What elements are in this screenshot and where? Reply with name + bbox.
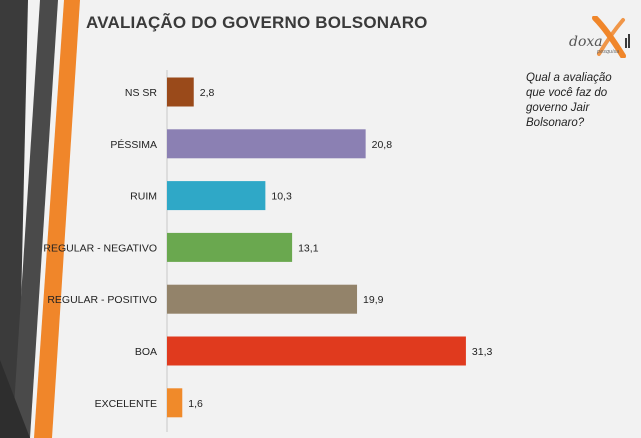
bar <box>167 388 183 418</box>
bar <box>167 129 366 159</box>
decorative-side-stripes <box>0 0 80 438</box>
doxa-logo: doxa pesquisa <box>565 16 633 58</box>
category-label: RUIM <box>130 191 157 203</box>
doxa-x-logo-icon <box>592 16 630 58</box>
data-label: 31,3 <box>472 346 493 358</box>
category-label: BOA <box>135 346 157 358</box>
category-label: NS SR <box>125 87 158 99</box>
page-title: AVALIAÇÃO DO GOVERNO BOLSONARO <box>86 13 428 32</box>
data-label: 2,8 <box>200 87 215 99</box>
logo-name: doxa <box>569 34 603 50</box>
category-label: EXCELENTE <box>95 398 157 410</box>
data-label: 1,6 <box>188 398 203 410</box>
bar <box>167 77 194 107</box>
bar <box>167 181 266 211</box>
logo-subtitle: pesquisa <box>597 49 620 55</box>
data-label: 13,1 <box>298 242 319 254</box>
bar <box>167 336 466 366</box>
data-label: 20,8 <box>372 139 393 151</box>
question-text: Qual a avaliação que você faz do governo… <box>526 72 612 129</box>
category-label: REGULAR - POSITIVO <box>47 294 157 306</box>
category-label: PÉSSIMA <box>110 138 157 151</box>
data-label: 19,9 <box>363 294 384 306</box>
category-label: REGULAR - NEGATIVO <box>43 242 157 254</box>
data-label: 10,3 <box>271 191 292 203</box>
bar <box>167 284 358 314</box>
bar <box>167 232 293 262</box>
